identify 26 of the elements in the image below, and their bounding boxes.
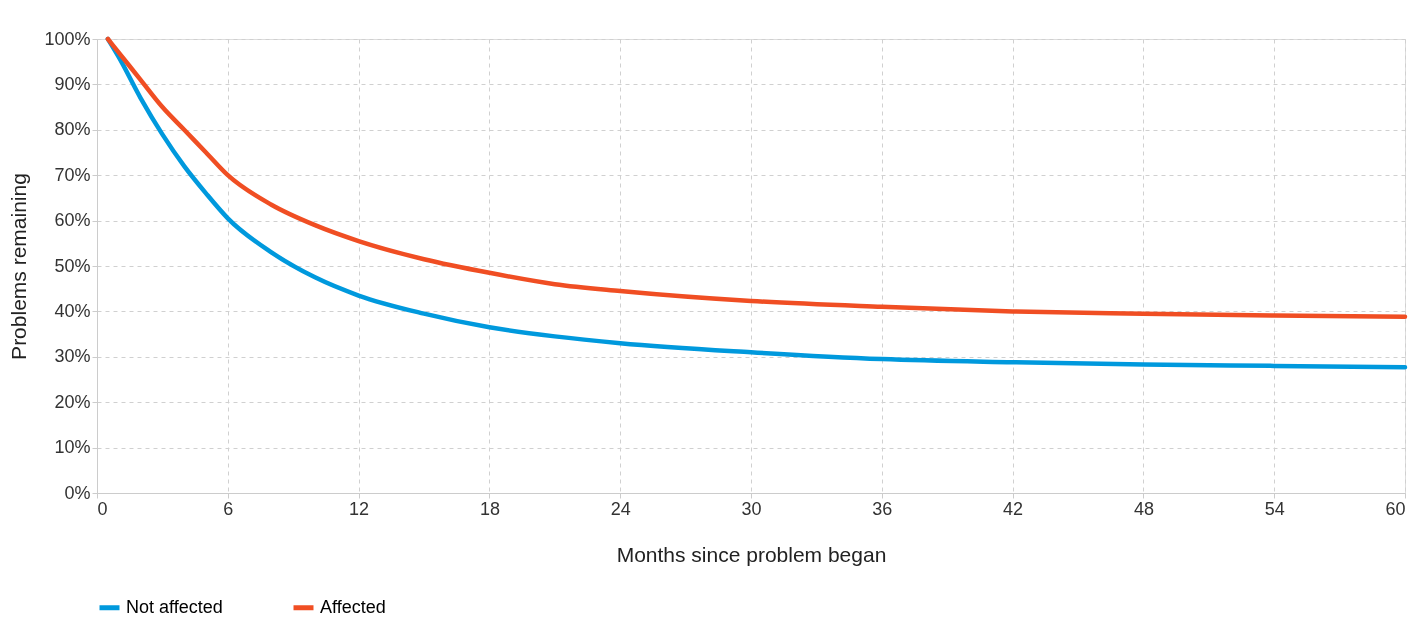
x-tick-label: 0	[97, 498, 108, 519]
x-tick-label: 18	[479, 498, 500, 519]
y-tick-label: 60%	[54, 210, 91, 231]
x-tick-label: 6	[223, 498, 234, 519]
x-axis-title: Months since problem began	[616, 542, 887, 566]
y-tick-label: 10%	[54, 437, 91, 458]
y-tick-label: 100%	[44, 28, 91, 49]
x-tick-label: 42	[1003, 498, 1024, 519]
legend-label: Affected	[320, 596, 386, 617]
legend-label: Not affected	[126, 596, 223, 617]
x-tick-label: 54	[1264, 498, 1285, 519]
x-tick-label: 48	[1133, 498, 1154, 519]
y-tick-label: 30%	[54, 346, 91, 367]
y-tick-label: 90%	[54, 73, 91, 94]
y-tick-label: 70%	[54, 164, 91, 185]
y-tick-label: 80%	[54, 119, 91, 140]
x-tick-label: 24	[610, 498, 631, 519]
x-tick-label: 30	[741, 498, 762, 519]
y-tick-label: 40%	[54, 300, 91, 321]
x-tick-label: 36	[872, 498, 893, 519]
y-tick-label: 50%	[54, 255, 91, 276]
x-tick-label: 60	[1385, 498, 1406, 519]
y-tick-label: 0%	[64, 482, 91, 503]
y-tick-label: 20%	[54, 391, 91, 412]
y-axis-title: Problems remaining	[7, 173, 31, 360]
x-tick-label: 12	[349, 498, 370, 519]
